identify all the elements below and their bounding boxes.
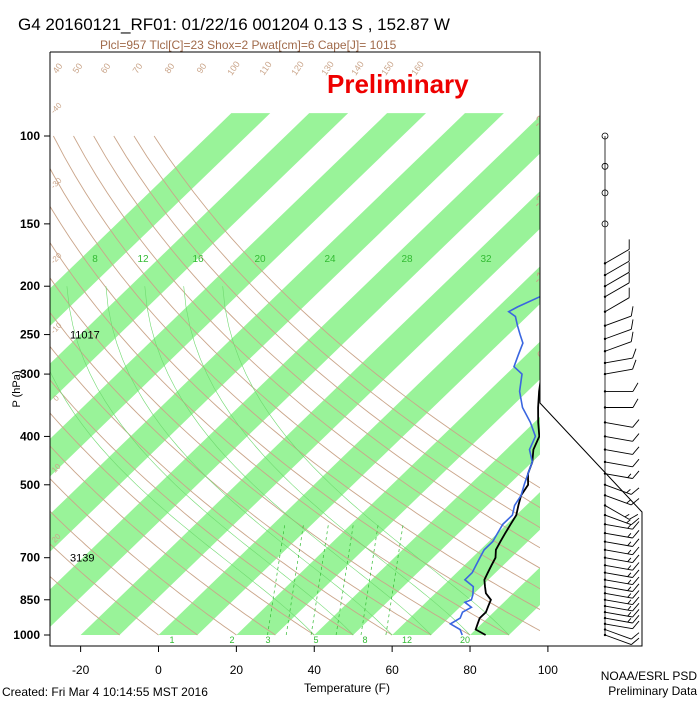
temperature-tick-label: 20 [230, 663, 244, 677]
temperature-tick-label: 40 [308, 663, 322, 677]
wind-barb [604, 332, 633, 353]
mixing-ratio-label: 24 [324, 254, 336, 265]
temperature-axis: -20 0 20 40 60 80 100 [72, 646, 558, 677]
mixing-ratio-label: 8 [92, 254, 98, 265]
dry-adiabat-label: 70 [131, 61, 145, 75]
temperature-tick-label: -20 [72, 663, 90, 677]
x-axis-label: Temperature (F) [304, 681, 390, 695]
org-subtitle: Preliminary Data [608, 684, 697, 698]
pressure-tick-label: 100 [20, 129, 40, 143]
wind-barb [604, 447, 639, 455]
dry-adiabat-label: 90 [195, 61, 209, 75]
wind-barb [604, 539, 639, 547]
mixing-ratio-label: 32 [480, 254, 492, 265]
wind-barb [604, 504, 638, 519]
temperature-tick-label: 0 [155, 663, 162, 677]
pressure-tick-label: 150 [20, 217, 40, 231]
pressure-tick-label: 400 [20, 429, 40, 443]
pressure-tick-label: 250 [20, 328, 40, 342]
wind-barb [604, 597, 639, 605]
wind-barb [604, 603, 639, 611]
pressure-tick-label: 300 [20, 367, 40, 381]
wind-barbs [602, 133, 639, 645]
pressure-tick-label: 1000 [13, 628, 40, 642]
org-name: NOAA/ESRL PSD [601, 669, 698, 683]
pressure-tick-label: 700 [20, 551, 40, 565]
wind-barb [604, 494, 639, 505]
wind-barb [604, 459, 639, 467]
wind-barb [604, 251, 629, 276]
wind-barb [604, 319, 633, 340]
wind-barb [604, 420, 639, 428]
height-label: 11017 [70, 330, 100, 342]
mixing-ratio-bottom-label: 2 [229, 635, 234, 645]
wind-barb [604, 577, 639, 585]
wind-barb [604, 262, 629, 287]
isotherm-label: 10 [548, 401, 569, 422]
mixing-ratio-bottom-label: 3 [265, 635, 270, 645]
dry-adiabat-label: 60 [99, 61, 113, 75]
dry-adiabat-label: 40 [51, 61, 65, 75]
wind-barb [604, 383, 638, 393]
wind-barb [604, 609, 639, 617]
wind-barb [604, 570, 639, 578]
wind-barb [604, 484, 639, 495]
isotherm-label-left: -40 [49, 101, 64, 116]
wind-barb [604, 349, 636, 364]
mixing-ratio-bottom-label: 8 [362, 635, 367, 645]
mixing-ratio-label: 16 [192, 254, 204, 265]
isotherm-label: 30 [619, 478, 640, 499]
wind-barb [604, 273, 629, 298]
mixing-ratio-bottom-label: 20 [460, 635, 470, 645]
dry-adiabat-label: 50 [71, 61, 85, 75]
chart-title: G4 20160121_RF01: 01/22/16 001204 0.13 S… [18, 15, 450, 34]
pressure-tick-label: 850 [20, 593, 40, 607]
isotherm-label-left: -20 [49, 251, 64, 266]
sounding-indices: Plcl=957 Tlcl[C]=23 Shox=2 Pwat[cm]=6 Ca… [100, 38, 397, 52]
wind-barb [604, 239, 629, 264]
isotherm-band [548, 113, 700, 635]
dry-adiabat-label: 100 [225, 59, 242, 77]
temperature-tick-label: 80 [463, 663, 477, 677]
wind-barb [604, 514, 639, 525]
mixing-ratio-label: 28 [401, 254, 413, 265]
wind-barb [604, 547, 639, 555]
wind-barb [604, 591, 639, 599]
mixing-ratio-bottom-label: 1 [169, 635, 174, 645]
mixing-ratio-bottom-label: 5 [313, 635, 318, 645]
height-label: 3139 [70, 553, 94, 565]
mixing-ratio-label: 20 [254, 254, 266, 265]
wind-barb [604, 288, 629, 313]
isotherm-bands [0, 113, 700, 635]
dry-adiabat-label: 120 [289, 59, 306, 77]
temperature-tick-label: 60 [385, 663, 399, 677]
wind-barb [604, 628, 639, 639]
wind-barb [604, 434, 639, 442]
pressure-tick-label: 200 [20, 279, 40, 293]
created-timestamp: Created: Fri Mar 4 10:14:55 MST 2016 [2, 685, 208, 699]
wind-barb [604, 530, 639, 538]
wind-barb [604, 555, 639, 563]
temperature-tick-label: 100 [538, 663, 558, 677]
mixing-ratio-bottom-label: 12 [402, 635, 412, 645]
wind-barb [604, 615, 639, 623]
dry-adiabat-label: 110 [257, 60, 273, 77]
wind-barb [604, 584, 639, 592]
wind-barb [604, 563, 639, 571]
y-axis-label: P (hPa) [11, 370, 23, 407]
pressure-tick-label: 500 [20, 478, 40, 492]
wind-barb [604, 399, 638, 409]
preliminary-stamp: Preliminary [327, 69, 469, 99]
dry-adiabat-label: 80 [163, 61, 177, 75]
mixing-ratio-label: 12 [137, 254, 149, 265]
